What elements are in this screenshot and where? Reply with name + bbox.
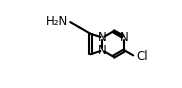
Text: N: N: [120, 31, 129, 44]
Text: N: N: [98, 31, 107, 44]
Text: Cl: Cl: [136, 50, 148, 63]
Text: N: N: [98, 44, 107, 57]
Text: H₂N: H₂N: [46, 15, 68, 28]
